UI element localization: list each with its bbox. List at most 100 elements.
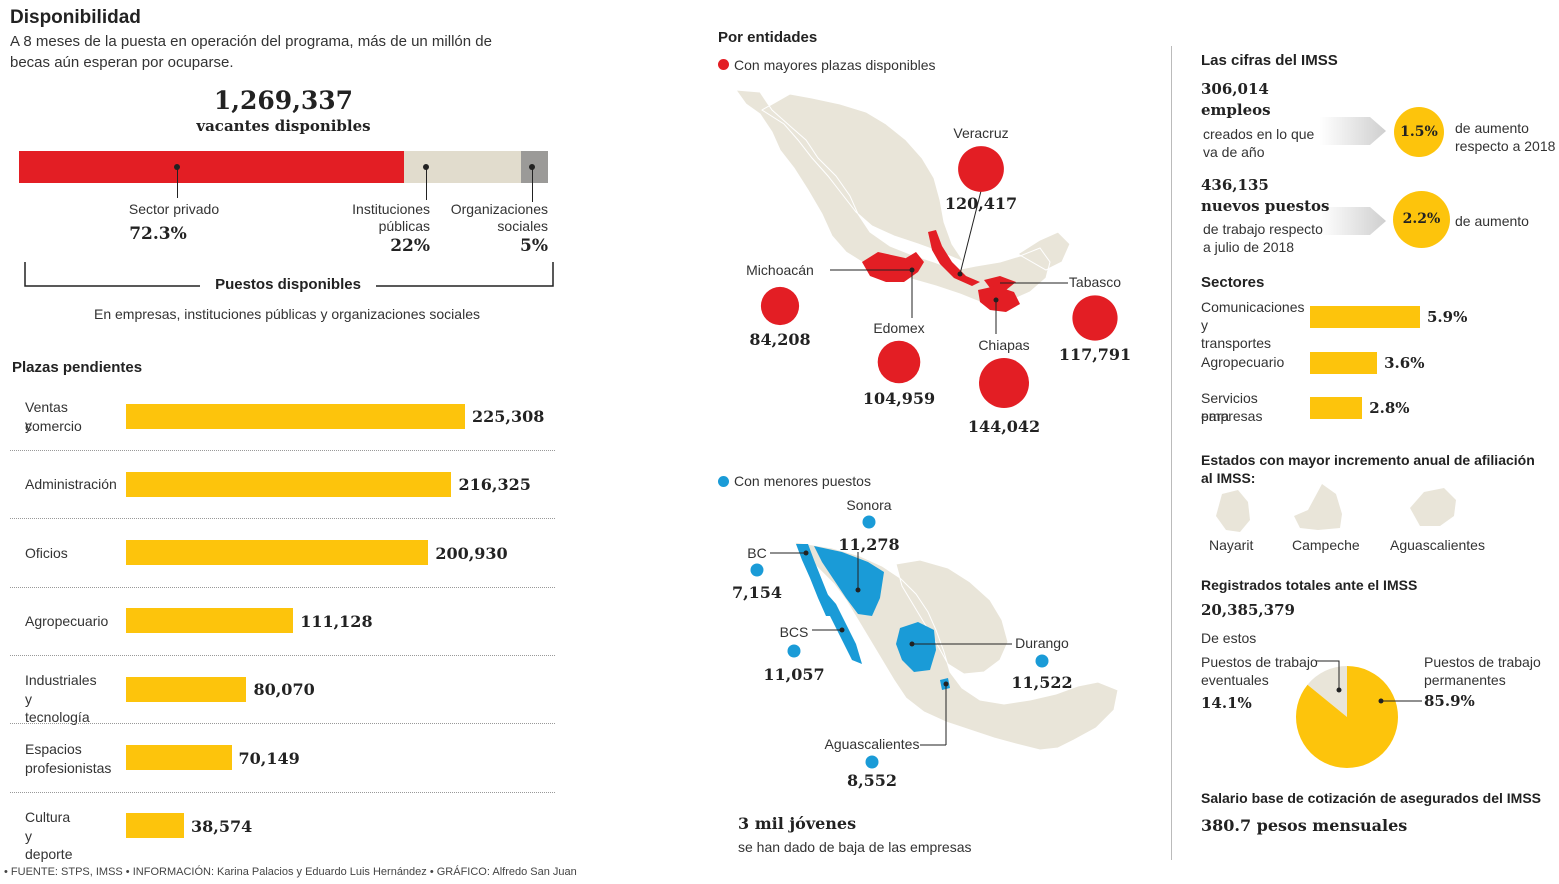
low-state-name-2: BCS [780,624,809,640]
michoacan-shape [862,252,918,282]
pending-row-label-0-0: Ventas y [25,399,68,433]
registered-title: Registrados totales ante el IMSS [1201,577,1418,593]
vacancies-total: 1,269,337 [213,86,354,115]
state-dot-3 [1035,654,1049,668]
stat1-pct-desc-2: respecto a 2018 [1455,138,1556,154]
pending-row-label-0-1: comercio [25,418,82,434]
sector-label-2-0: Servicios para [1201,390,1258,424]
stat2-unit: nuevos puestos [1201,197,1330,215]
sector-label-1-0: Agropecuario [1201,354,1285,370]
state-value-4: 117,791 [1059,345,1131,364]
segment-pointer-line-1 [425,167,427,200]
legend-blue-dot [718,476,729,487]
segment-pointer-line-2 [531,167,533,202]
veracruz-shape [928,230,980,286]
low-state-value-1: 7,154 [732,583,782,602]
pie-slice-0 [1307,666,1347,717]
segment-label-1-1: públicas [378,218,430,234]
pie-label-eventual-2: eventuales [1201,672,1269,688]
state-value-1: 84,208 [749,330,810,349]
pie-leader-eventual [1316,660,1340,690]
aguascalientes-growth-shape [1410,488,1456,526]
segment-label-2-1: sociales [497,218,548,234]
pending-bar-4 [126,676,247,702]
pending-row-label-1-0: Administración [25,476,117,493]
salary-value: 380.7 pesos mensuales [1201,816,1408,835]
salary-title: Salario base de cotización de asegurados… [1201,790,1541,806]
pending-row-divider-1 [10,518,555,520]
state-name-3: Chiapas [978,337,1029,353]
pending-value-5: 70,149 [238,748,300,768]
state-bubble-1 [760,286,800,326]
state-name-1: Michoacán [746,262,814,278]
low-state-value-2: 11,057 [763,665,824,684]
campeche-shape [1294,484,1342,530]
low-state-value-4: 8,552 [847,771,897,790]
dropouts-label: se han dado de baja de las empresas [738,839,972,855]
state-name-4: Tabasco [1069,274,1121,290]
bcs-shape [822,588,862,664]
state-bubble-2 [877,340,921,384]
stat1-desc-2: va de año [1203,144,1265,160]
growth-state-nayarit: Nayarit [1209,537,1254,553]
pending-row-divider-2 [10,586,555,588]
sector-label-0-1: y transportes [1201,317,1272,351]
pending-row-label-6-1: y deporte [25,827,73,862]
low-state-name-3: Durango [1015,635,1069,651]
legend-red-dot [718,59,729,70]
arrow-stat1 [1320,117,1386,145]
state-bubble-4 [1072,295,1118,341]
pending-value-2: 200,930 [435,543,508,563]
state-name-0: Veracruz [953,125,1008,141]
bracket-sublabel: En empresas, instituciones públicas y or… [94,306,480,322]
state-value-2: 104,959 [863,389,935,408]
pie-label-eventual-1: Puestos de trabajo [1201,654,1318,670]
pending-row-divider-3 [10,655,555,657]
pending-row-label-5-0: Espacios [25,740,82,757]
stat2-pct-badge: 2.2% [1393,191,1450,248]
state-value-0: 120,417 [945,194,1017,213]
pie-leader-dot-permanent [1378,698,1384,704]
durango-shape [896,622,936,672]
pending-bar-3 [126,608,294,634]
growth-state-aguascalientes: Aguascalientes [1390,537,1485,553]
stat2-value: 436,135 [1201,176,1269,194]
pie-value-eventual: 14.1% [1201,694,1252,712]
stat1-desc-1: creados en lo que [1203,126,1315,142]
stat2-pct-desc-1: de aumento [1455,213,1529,229]
column-divider [1171,46,1172,860]
pending-bar-1 [126,471,452,497]
registered-value: 20,385,379 [1201,601,1295,619]
pending-bar-5 [126,745,232,770]
pending-value-0: 225,308 [472,407,545,426]
pending-row-label-4-1: y tecnología [25,691,90,726]
pending-row-label-3-0: Agropecuario [25,612,109,629]
sector-label-2-1: empresas [1201,408,1263,424]
pending-row-label-5-1: profesionistas [25,759,112,776]
state-name-2: Edomex [873,320,924,336]
states-title: Por entidades [718,29,818,46]
state-bubble-3 [979,358,1029,408]
low-state-value-3: 11,522 [1011,673,1072,692]
states-growth-title-2: al IMSS: [1201,470,1256,486]
stat1-pct-badge: 1.5% [1394,107,1444,157]
sectors-title: Sectores [1201,274,1265,291]
bracket-label: Puestos disponibles [215,276,361,293]
footer-credits: • FUENTE: STPS, IMSS • INFORMACIÓN: Kari… [4,866,577,878]
pending-value-3: 111,128 [300,611,373,631]
sector-bar-0 [1310,306,1420,328]
pie-slice-1 [1296,666,1399,769]
subtitle-line-1: A 8 meses de la puesta en operación del … [10,33,492,50]
page-title: Disponibilidad [10,7,141,28]
vacancies-segment-0 [19,151,405,183]
segment-label-1-0: Instituciones [352,201,430,217]
state-dot-2 [787,644,801,658]
pie-value-permanent: 85.9% [1424,692,1475,710]
pending-bar-0 [126,403,465,429]
stat2-desc-1: de trabajo respecto [1203,221,1323,237]
stat1-value: 306,014 [1201,80,1269,98]
imss-title: Las cifras del IMSS [1201,52,1338,69]
